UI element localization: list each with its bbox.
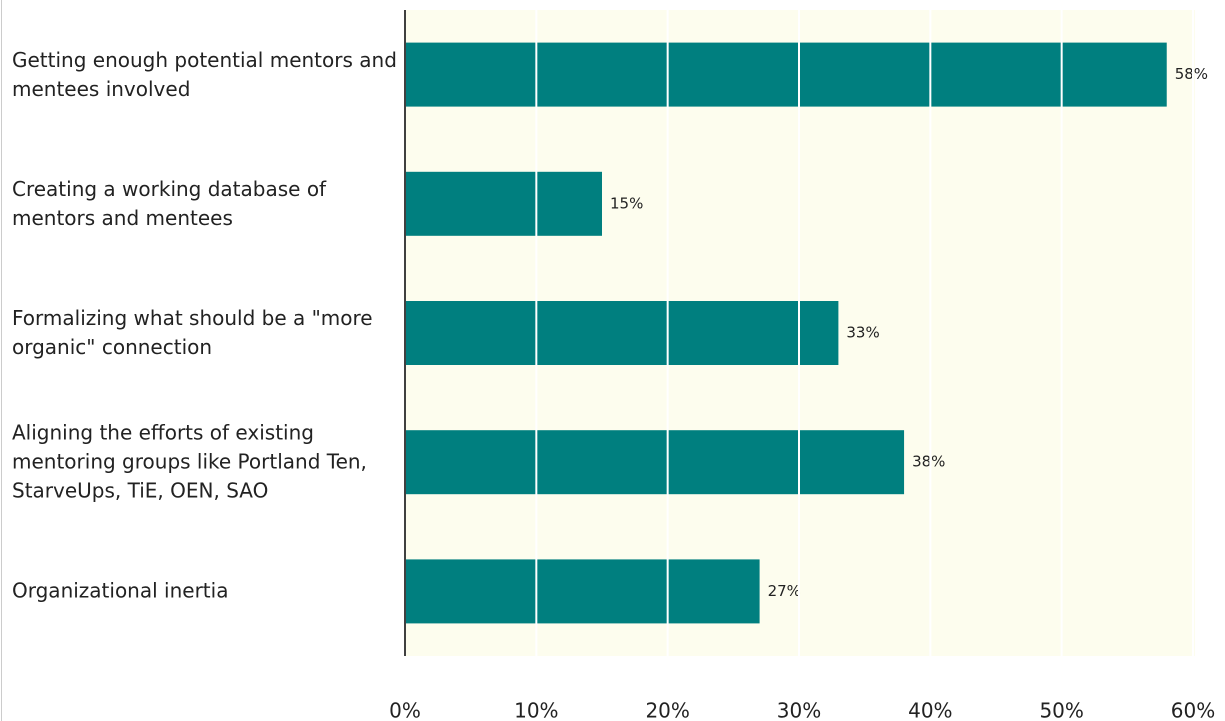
x-tick-label: 20% [645, 699, 689, 721]
value-label: 27% [768, 582, 801, 600]
x-tick-label: 60% [1171, 699, 1215, 721]
x-tick-label: 40% [908, 699, 952, 721]
category-label: Getting enough potential mentors and men… [12, 47, 397, 101]
bar [405, 42, 1167, 107]
x-tick-label: 30% [777, 699, 821, 721]
value-label: 58% [1175, 65, 1208, 83]
x-tick-label: 0% [389, 699, 421, 721]
bar [405, 559, 760, 624]
bar [405, 171, 602, 236]
x-tick-label: 50% [1039, 699, 1083, 721]
category-label: Organizational inertia [12, 578, 229, 603]
value-label: 38% [912, 453, 945, 471]
value-label: 15% [610, 194, 643, 212]
x-tick-label: 10% [514, 699, 558, 721]
category-label: Aligning the efforts of existing mentori… [12, 420, 367, 503]
category-label: Creating a working database of mentors a… [12, 176, 327, 230]
bar [405, 430, 905, 495]
category-label: Formalizing what should be a "more organ… [12, 306, 373, 359]
bar [405, 301, 839, 365]
value-label: 33% [846, 324, 879, 342]
